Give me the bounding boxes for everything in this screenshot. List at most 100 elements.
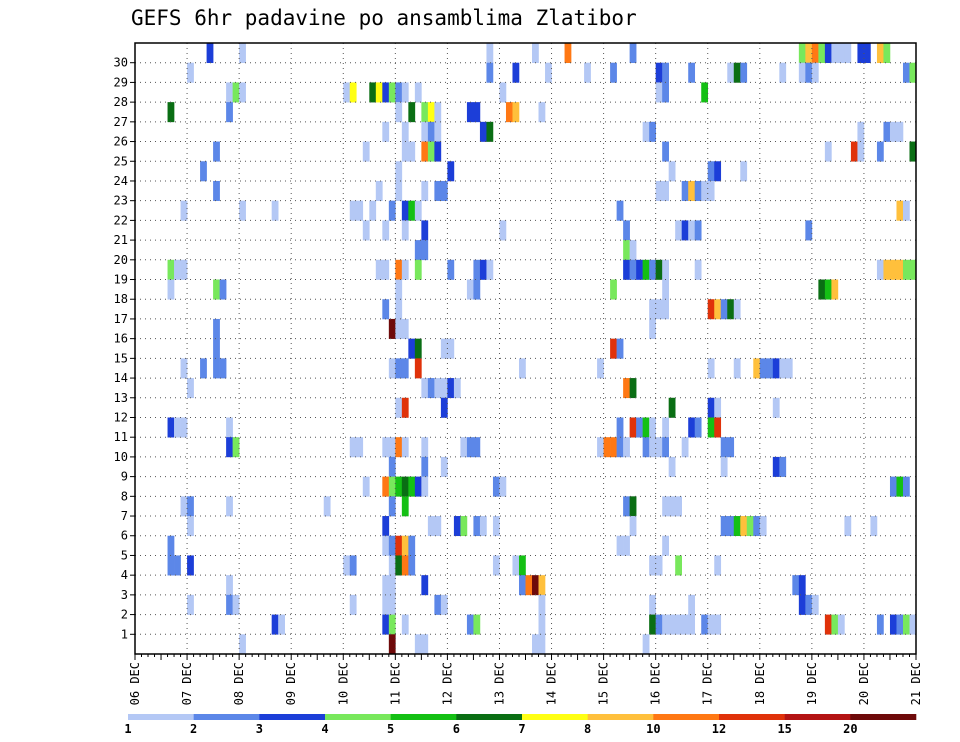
heatmap-cell bbox=[701, 614, 709, 635]
heatmap-cell bbox=[434, 121, 442, 142]
heatmap-cell bbox=[408, 555, 416, 576]
legend-swatch bbox=[259, 714, 326, 720]
heatmap-cell bbox=[408, 338, 416, 359]
heatmap-cell bbox=[167, 555, 175, 576]
heatmap-cell bbox=[382, 516, 390, 537]
heatmap-cell bbox=[798, 62, 806, 83]
heatmap-cell bbox=[649, 259, 656, 280]
heatmap-cell bbox=[616, 200, 624, 221]
heatmap-cell bbox=[356, 437, 364, 458]
heatmap-cell bbox=[447, 161, 455, 182]
heatmap-cell bbox=[401, 220, 409, 241]
heatmap-cell bbox=[421, 121, 429, 142]
heatmap-cell bbox=[616, 338, 624, 359]
heatmap-cell bbox=[427, 516, 435, 537]
heatmap-cell bbox=[187, 594, 194, 615]
heatmap-cell bbox=[395, 82, 403, 103]
heatmap-cell bbox=[772, 456, 780, 477]
heatmap-cell bbox=[180, 200, 188, 221]
heatmap-cell bbox=[824, 279, 832, 300]
heatmap-cell bbox=[473, 279, 481, 300]
heatmap-cell bbox=[382, 476, 390, 497]
heatmap-cell bbox=[896, 200, 904, 221]
heatmap-cell bbox=[466, 614, 474, 635]
x-tick-label: 11 DEC bbox=[388, 662, 402, 705]
heatmap-cell bbox=[714, 417, 722, 438]
heatmap-cell bbox=[226, 575, 233, 596]
heatmap-cell bbox=[369, 82, 377, 103]
heatmap-cell bbox=[688, 180, 696, 201]
heatmap-cell bbox=[707, 180, 715, 201]
heatmap-cell bbox=[740, 161, 748, 182]
heatmap-cell bbox=[206, 43, 214, 64]
heatmap-cell bbox=[694, 259, 702, 280]
y-tick-label: 21 bbox=[114, 233, 128, 247]
heatmap-cell bbox=[642, 634, 650, 655]
heatmap-cell bbox=[694, 417, 702, 438]
heatmap-cell bbox=[414, 82, 422, 103]
legend-swatch bbox=[390, 714, 457, 720]
legend-label: 10 bbox=[646, 722, 660, 736]
heatmap-cell bbox=[870, 516, 878, 537]
heatmap-cell bbox=[909, 141, 917, 162]
y-tick-label: 10 bbox=[114, 450, 128, 464]
legend-swatch bbox=[587, 714, 654, 720]
heatmap-cell bbox=[655, 180, 663, 201]
heatmap-cell bbox=[388, 476, 396, 497]
y-tick-label: 25 bbox=[114, 154, 128, 168]
y-tick-label: 5 bbox=[121, 548, 128, 562]
heatmap-cell bbox=[388, 496, 396, 517]
legend-label: 6 bbox=[453, 722, 460, 736]
heatmap-cell bbox=[902, 614, 910, 635]
y-tick-label: 17 bbox=[114, 312, 128, 326]
heatmap-cell bbox=[174, 259, 181, 280]
heatmap-cell bbox=[876, 141, 884, 162]
heatmap-cell bbox=[473, 259, 481, 280]
heatmap-cell bbox=[213, 180, 220, 201]
y-tick-label: 8 bbox=[121, 489, 128, 503]
heatmap-cell bbox=[271, 200, 279, 221]
heatmap-cell bbox=[505, 102, 513, 123]
heatmap-cell bbox=[707, 358, 715, 379]
heatmap-cell bbox=[395, 259, 403, 280]
heatmap-cell bbox=[408, 200, 416, 221]
y-tick-label: 22 bbox=[114, 213, 128, 227]
heatmap-cell bbox=[649, 299, 656, 320]
color-legend: 1 2 3 4 5 6 7 8 10 12 15 20 bbox=[124, 714, 917, 736]
legend-swatch bbox=[128, 714, 194, 720]
heatmap-cell bbox=[629, 240, 637, 261]
heatmap-cell bbox=[668, 456, 676, 477]
heatmap-cell bbox=[707, 417, 715, 438]
heatmap-cell bbox=[649, 318, 656, 339]
heatmap-cell bbox=[896, 476, 904, 497]
heatmap-cell bbox=[479, 259, 487, 280]
y-tick-label: 11 bbox=[114, 430, 128, 444]
heatmap-cell bbox=[902, 62, 910, 83]
heatmap-cell bbox=[401, 82, 409, 103]
heatmap-cell bbox=[278, 614, 285, 635]
heatmap-cell bbox=[512, 102, 520, 123]
heatmap-cell bbox=[473, 102, 481, 123]
y-tick-label: 12 bbox=[114, 410, 128, 424]
heatmap-cell bbox=[395, 279, 403, 300]
heatmap-cell bbox=[414, 476, 422, 497]
heatmap-cell bbox=[623, 496, 630, 517]
heatmap-cell bbox=[896, 259, 904, 280]
heatmap-cell bbox=[642, 121, 650, 142]
heatmap-cell bbox=[746, 516, 754, 537]
heatmap-cell bbox=[538, 594, 546, 615]
heatmap-cell bbox=[349, 437, 357, 458]
legend-swatch bbox=[719, 714, 785, 720]
y-tick-label: 23 bbox=[114, 194, 128, 208]
heatmap-cell bbox=[824, 614, 832, 635]
heatmap-cell bbox=[876, 259, 884, 280]
heatmap-cell bbox=[662, 417, 669, 438]
heatmap-cell bbox=[401, 614, 409, 635]
heatmap-cell bbox=[655, 299, 663, 320]
heatmap-cell bbox=[798, 575, 806, 596]
heatmap-cell bbox=[733, 299, 741, 320]
heatmap-cell bbox=[642, 437, 650, 458]
heatmap-cell bbox=[610, 62, 617, 83]
heatmap-cell bbox=[180, 358, 188, 379]
